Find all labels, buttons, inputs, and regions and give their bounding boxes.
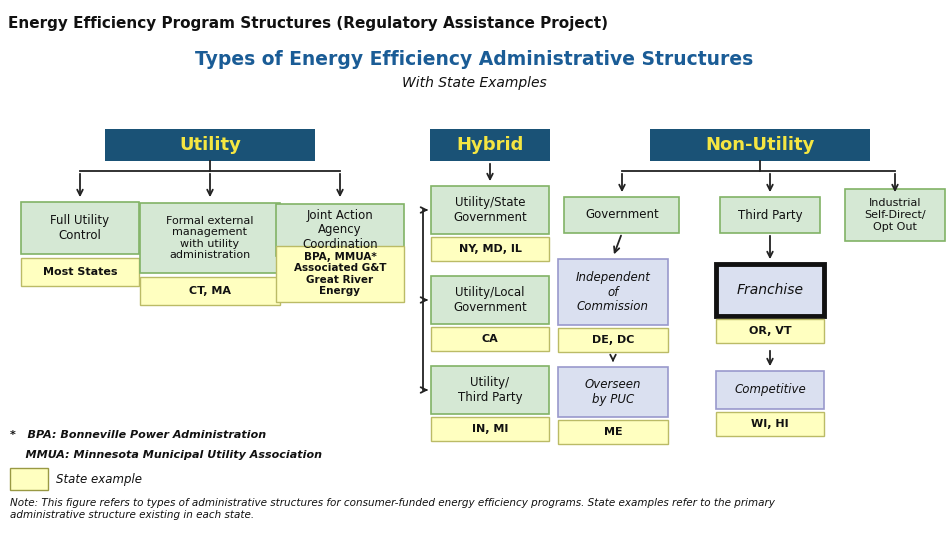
Text: DE, DC: DE, DC (592, 335, 634, 345)
FancyBboxPatch shape (431, 366, 549, 414)
Text: Utility/
Third Party: Utility/ Third Party (458, 376, 522, 404)
Text: Most States: Most States (43, 267, 118, 277)
FancyBboxPatch shape (558, 259, 668, 325)
Text: Non-Utility: Non-Utility (705, 136, 814, 154)
Text: Utility: Utility (179, 136, 241, 154)
Text: Government: Government (585, 209, 659, 222)
Text: MMUA: Minnesota Municipal Utility Association: MMUA: Minnesota Municipal Utility Associ… (10, 450, 322, 460)
Text: Utility/Local
Government: Utility/Local Government (453, 286, 527, 314)
Text: Industrial
Self-Direct/
Opt Out: Industrial Self-Direct/ Opt Out (865, 198, 926, 231)
Text: With State Examples: With State Examples (402, 76, 546, 90)
Text: ME: ME (604, 427, 622, 437)
Text: State example: State example (56, 473, 142, 486)
Text: Overseen
by PUC: Overseen by PUC (585, 378, 641, 406)
Text: CT, MA: CT, MA (189, 286, 231, 296)
FancyBboxPatch shape (140, 203, 280, 273)
Text: Joint Action
Agency
Coordination: Joint Action Agency Coordination (302, 209, 378, 251)
FancyBboxPatch shape (10, 468, 48, 490)
FancyBboxPatch shape (564, 197, 680, 233)
Text: *   BPA: Bonneville Power Administration: * BPA: Bonneville Power Administration (10, 430, 266, 440)
Text: Utility/State
Government: Utility/State Government (453, 196, 527, 224)
Text: Third Party: Third Party (738, 209, 802, 222)
Text: Hybrid: Hybrid (456, 136, 523, 154)
FancyBboxPatch shape (845, 189, 945, 241)
Text: Independent
of
Commission: Independent of Commission (575, 270, 650, 313)
FancyBboxPatch shape (430, 129, 550, 161)
Text: NY, MD, IL: NY, MD, IL (459, 244, 521, 254)
FancyBboxPatch shape (431, 237, 549, 261)
FancyBboxPatch shape (650, 129, 870, 161)
FancyBboxPatch shape (558, 420, 668, 444)
FancyBboxPatch shape (140, 277, 280, 305)
FancyBboxPatch shape (716, 371, 824, 409)
Text: CA: CA (482, 334, 499, 344)
Text: Types of Energy Efficiency Administrative Structures: Types of Energy Efficiency Administrativ… (195, 50, 753, 69)
Text: Franchise: Franchise (737, 283, 804, 297)
FancyBboxPatch shape (105, 129, 315, 161)
FancyBboxPatch shape (716, 412, 824, 436)
Text: BPA, MMUA*
Associated G&T
Great River
Energy: BPA, MMUA* Associated G&T Great River En… (294, 251, 386, 296)
Text: Energy Efficiency Program Structures (Regulatory Assistance Project): Energy Efficiency Program Structures (Re… (8, 16, 608, 31)
Text: IN, MI: IN, MI (472, 424, 508, 434)
FancyBboxPatch shape (558, 367, 668, 417)
FancyBboxPatch shape (716, 319, 824, 343)
FancyBboxPatch shape (431, 327, 549, 351)
FancyBboxPatch shape (431, 186, 549, 234)
Text: WI, HI: WI, HI (751, 419, 789, 429)
FancyBboxPatch shape (431, 417, 549, 441)
FancyBboxPatch shape (431, 276, 549, 324)
FancyBboxPatch shape (720, 197, 820, 233)
FancyBboxPatch shape (21, 202, 139, 254)
FancyBboxPatch shape (21, 258, 139, 286)
Text: Full Utility
Control: Full Utility Control (50, 214, 110, 242)
Text: Formal external
management
with utility
administration: Formal external management with utility … (166, 216, 254, 260)
FancyBboxPatch shape (558, 328, 668, 352)
Text: Competitive: Competitive (734, 384, 806, 397)
FancyBboxPatch shape (276, 246, 404, 302)
Text: Note: This figure refers to types of administrative structures for consumer-fund: Note: This figure refers to types of adm… (10, 498, 775, 520)
Text: OR, VT: OR, VT (749, 326, 792, 336)
FancyBboxPatch shape (276, 204, 404, 256)
FancyBboxPatch shape (716, 264, 824, 316)
